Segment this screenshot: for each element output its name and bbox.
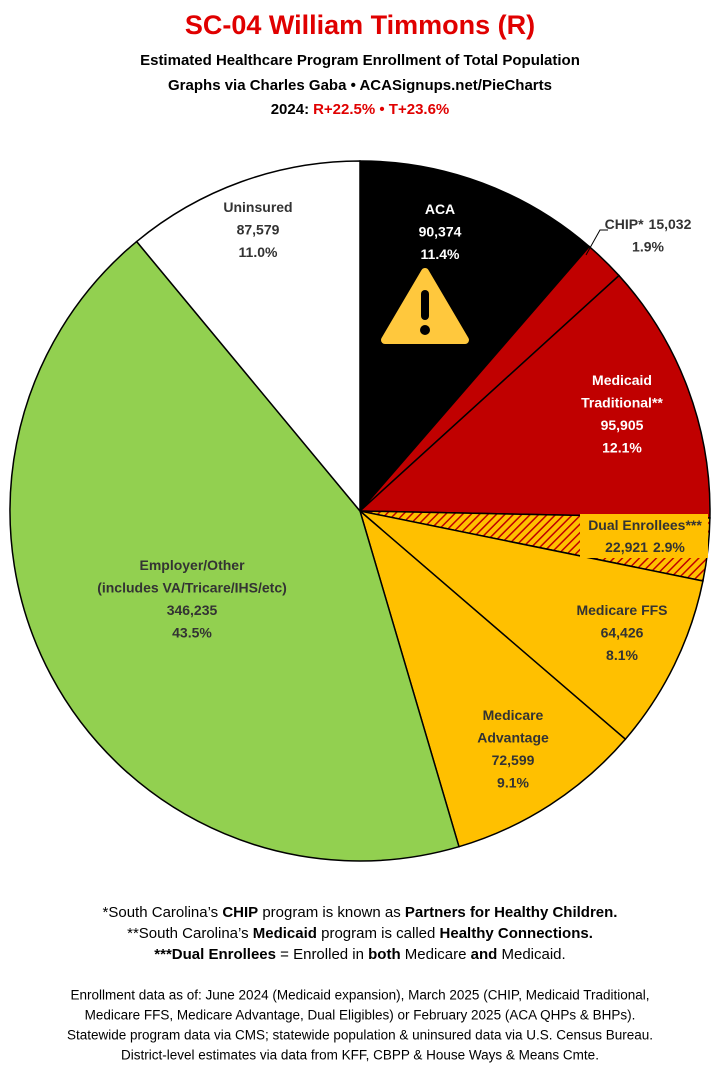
slice-label: 12.1%: [602, 439, 642, 455]
label-part: Medicaid: [592, 372, 652, 388]
leader-line: [585, 229, 608, 256]
footnote-part: Medicaid: [253, 925, 317, 942]
results: R+22.5% • T+23.6%: [313, 101, 449, 118]
footnote: *South Carolina’s CHIP program is known …: [103, 904, 618, 921]
subtitle: Graphs via Charles Gaba • ACASignups.net…: [168, 77, 552, 94]
slice-label: (includes VA/Tricare/IHS/etc): [97, 579, 287, 595]
footnote-part: and: [471, 946, 498, 963]
slice-label: 95,905: [601, 417, 644, 433]
label-part: 11.4%: [421, 246, 460, 262]
slice-label: 22,921 2.9%: [605, 539, 685, 555]
label-part: Medicare: [483, 707, 544, 723]
warning-icon: [381, 268, 469, 344]
footnote-part: = Enrolled in: [276, 946, 368, 963]
footnote-part: **South Carolina’s: [127, 925, 253, 942]
source-line: Enrollment data as of: June 2024 (Medica…: [70, 988, 649, 1003]
slice-label: Medicare FFS: [576, 602, 667, 618]
slice-label: Medicaid: [592, 372, 652, 388]
source-line: Statewide program data via CMS; statewid…: [67, 1028, 653, 1043]
pie: [9, 160, 711, 862]
footnote-part: program is called: [317, 925, 440, 942]
slice-label: 64,426: [601, 624, 644, 640]
label-part: (includes VA/Tricare/IHS/etc): [97, 579, 287, 595]
footnote-part: Medicare: [401, 946, 471, 963]
label-part: ACA: [425, 201, 455, 217]
footnote-part: both: [368, 946, 400, 963]
slice-label: Medicare: [483, 707, 544, 723]
label-part: Medicare FFS: [576, 602, 667, 618]
slice-label: Uninsured: [223, 199, 292, 215]
slice-label: 72,599: [492, 752, 535, 768]
slice-label: 87,579: [237, 221, 280, 237]
slice: [358, 508, 627, 848]
label-part: Traditional**: [581, 394, 663, 410]
slice-label: 1.9%: [632, 238, 664, 254]
label-part: 12.1%: [602, 439, 642, 455]
label-part: Employer/Other: [139, 557, 245, 573]
label-part: 346,235: [167, 602, 218, 618]
label-part: CHIP*: [605, 216, 644, 232]
footnote: ***Dual Enrollees = Enrolled in both Med…: [154, 946, 565, 963]
label-part: 95,905: [601, 417, 644, 433]
slice-labels: ACA 90,374 11.4% CHIP* 15,032 1.9% Medicaid Tra…: [97, 199, 708, 790]
label-part: Dual Enrollees***: [588, 517, 702, 533]
slice-label: 9.1%: [497, 774, 529, 790]
label-box: [580, 514, 708, 558]
slice-label: 11.0%: [239, 244, 278, 260]
footnote-part: Medicaid.: [497, 946, 565, 963]
slice-label: 90,374: [419, 223, 462, 239]
footnote-part: Healthy Connections.: [440, 925, 593, 942]
slice-label: Employer/Other: [139, 557, 245, 573]
slice: [9, 240, 460, 862]
label-part: 90,374: [419, 223, 462, 239]
slice-label: 346,235: [167, 602, 218, 618]
label-part: 8.1%: [606, 647, 638, 663]
slice: [135, 160, 361, 514]
slice-label: 11.4%: [421, 246, 460, 262]
label-part: Advantage: [477, 729, 549, 745]
footnote-part: *South Carolina’s: [103, 904, 223, 921]
footnote-part: Partners for Healthy Children.: [405, 904, 618, 921]
label-part: 87,579: [237, 221, 280, 237]
slice-label: CHIP* 15,032: [605, 216, 692, 232]
label-part: 11.0%: [239, 244, 278, 260]
label-part: Uninsured: [223, 199, 292, 215]
slice: [359, 160, 591, 514]
label-part: 64,426: [601, 624, 644, 640]
footnote-part: ***Dual Enrollees: [154, 946, 276, 963]
footnote-part: CHIP: [222, 904, 258, 921]
label-part: 1.9%: [632, 238, 664, 254]
slice-label: Dual Enrollees***: [588, 517, 702, 533]
footnote-part: program is known as: [258, 904, 405, 921]
slice-label: Advantage: [477, 729, 549, 745]
slice-label: 43.5%: [172, 624, 212, 640]
source-line: Medicare FFS, Medicare Advantage, Dual E…: [85, 1008, 636, 1023]
footnotes: *South Carolina’s CHIP program is known …: [67, 904, 653, 1063]
label-part: 72,599: [492, 752, 535, 768]
label-part: 9.1%: [497, 774, 529, 790]
label-part: 15,032: [649, 216, 692, 232]
slice-label: Traditional**: [581, 394, 663, 410]
results-line: 2024: R+22.5% • T+23.6%: [271, 101, 450, 118]
year-label: 2024:: [271, 101, 309, 118]
label-part: 22,921: [605, 539, 648, 555]
source-line: District-level estimates via data from K…: [121, 1048, 599, 1063]
slice: [357, 509, 704, 741]
subtitle: Estimated Healthcare Program Enrollment …: [140, 52, 580, 69]
label-part: 43.5%: [172, 624, 212, 640]
slice: [358, 274, 711, 519]
slice-label: 8.1%: [606, 647, 638, 663]
label-part: 2.9%: [653, 539, 685, 555]
slice-label: ACA: [425, 201, 455, 217]
chart-title: SC-04 William Timmons (R): [185, 10, 535, 40]
footnote: **South Carolina’s Medicaid program is c…: [127, 925, 593, 942]
